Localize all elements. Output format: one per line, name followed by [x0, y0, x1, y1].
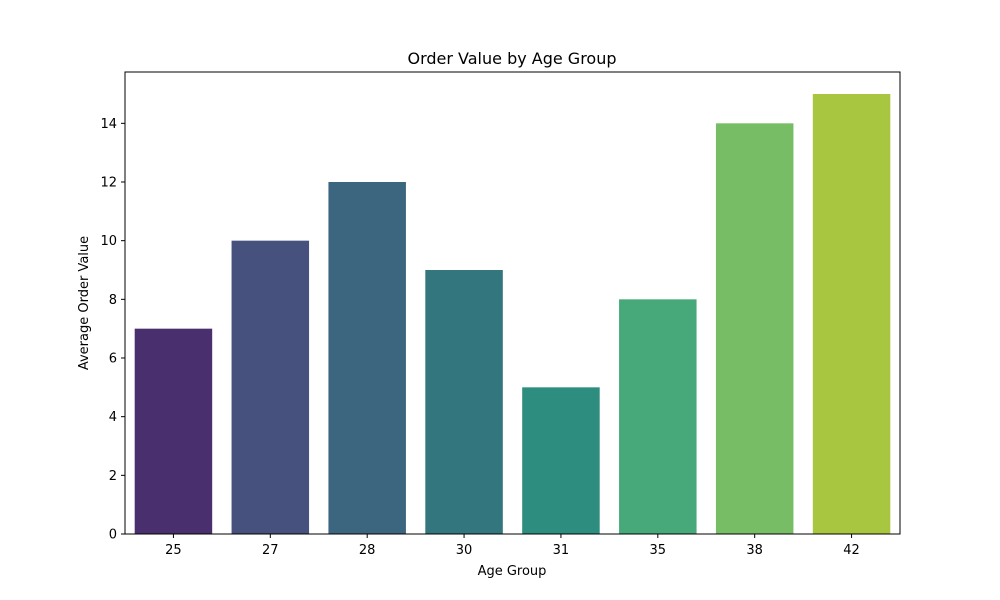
- chart-title: Order Value by Age Group: [407, 49, 616, 68]
- bar-31: [522, 387, 600, 534]
- y-tick-label: 14: [100, 117, 117, 132]
- x-tick-label: 31: [553, 543, 570, 558]
- x-tick-label: 35: [650, 543, 667, 558]
- y-tick-label: 2: [109, 469, 117, 484]
- y-axis-title: Average Order Value: [77, 236, 92, 370]
- bar-38: [715, 123, 794, 534]
- y-tick-label: 0: [109, 528, 117, 543]
- y-tick-label: 4: [109, 410, 117, 425]
- x-tick-label: 30: [456, 543, 473, 558]
- bars-layer: [134, 94, 891, 534]
- y-tick-label: 12: [100, 176, 117, 191]
- x-tick-label: 25: [165, 543, 182, 558]
- x-axis: 25 27 28 30 31 35 38 42: [165, 534, 860, 558]
- bar-25: [134, 328, 213, 534]
- bar-35: [619, 299, 697, 534]
- y-tick-label: 10: [100, 234, 117, 249]
- y-axis: 0 2 4 6 8 10 12 14: [100, 117, 125, 543]
- bar-30: [425, 270, 503, 534]
- x-tick-label: 28: [359, 543, 376, 558]
- x-tick-label: 38: [746, 543, 763, 558]
- y-tick-label: 8: [109, 293, 117, 308]
- plot-area-frame: [124, 71, 901, 535]
- bar-28: [328, 182, 406, 534]
- x-tick-label: 42: [843, 543, 860, 558]
- bar-27: [231, 240, 310, 534]
- x-tick-label: 27: [262, 543, 279, 558]
- bar-42: [812, 94, 891, 534]
- y-tick-label: 6: [109, 352, 117, 367]
- x-axis-title: Age Group: [478, 564, 547, 579]
